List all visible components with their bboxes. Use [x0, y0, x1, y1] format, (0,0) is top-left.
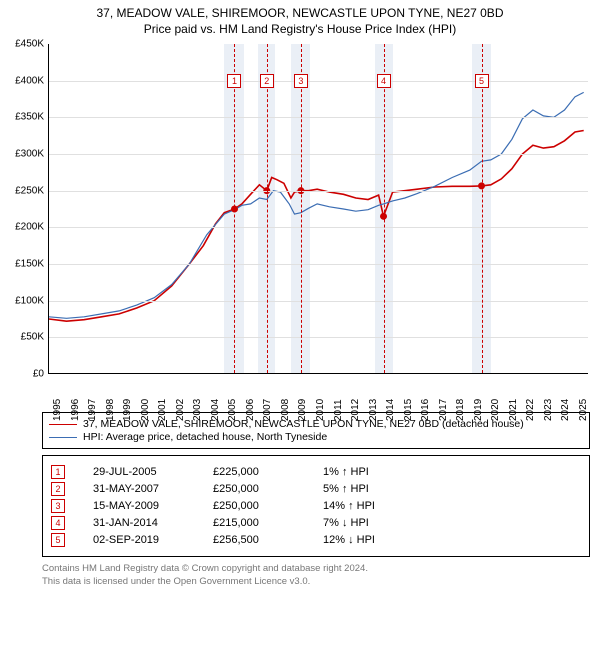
- footer-line-2: This data is licensed under the Open Gov…: [42, 576, 590, 589]
- event-line: [234, 44, 235, 373]
- x-axis-label: 2014: [385, 399, 396, 421]
- row-index: 3: [51, 499, 65, 513]
- y-axis-label: £150K: [8, 259, 44, 270]
- table-row: 3 15-MAY-2009£250,00014% ↑ HPI: [51, 499, 581, 513]
- footer-line-1: Contains HM Land Registry data © Crown c…: [42, 563, 590, 576]
- row-date: 02-SEP-2019: [93, 534, 213, 546]
- row-pct: 5% ↑ HPI: [323, 483, 463, 495]
- x-axis-label: 2016: [420, 399, 431, 421]
- x-axis-label: 2022: [525, 399, 536, 421]
- x-axis-label: 2000: [140, 399, 151, 421]
- title-line-1: 37, MEADOW VALE, SHIREMOOR, NEWCASTLE UP…: [8, 6, 592, 20]
- price-chart: 1 2 3 4 5 £0 £50K £100K £150K £200K £250K £300K £35…: [8, 40, 592, 410]
- event-line: [267, 44, 268, 373]
- row-index: 1: [51, 465, 65, 479]
- x-axis-label: 2023: [543, 399, 554, 421]
- series-line: [49, 131, 584, 322]
- attribution-footer: Contains HM Land Registry data © Crown c…: [42, 563, 590, 589]
- x-axis-label: 2020: [490, 399, 501, 421]
- x-axis-label: 2005: [227, 399, 238, 421]
- x-axis-label: 1999: [122, 399, 133, 421]
- y-axis-label: £350K: [8, 112, 44, 123]
- row-date: 15-MAY-2009: [93, 500, 213, 512]
- row-index: 4: [51, 516, 65, 530]
- x-axis-label: 1997: [87, 399, 98, 421]
- table-row: 2 31-MAY-2007£250,0005% ↑ HPI: [51, 482, 581, 496]
- event-tag: 5: [475, 74, 489, 88]
- x-axis-label: 2018: [455, 399, 466, 421]
- plot-region: 1 2 3 4 5: [48, 44, 588, 374]
- x-axis-label: 1996: [70, 399, 81, 421]
- row-price: £215,000: [213, 517, 323, 529]
- x-axis-label: 2015: [403, 399, 414, 421]
- event-line: [301, 44, 302, 373]
- event-tag: 4: [377, 74, 391, 88]
- legend-swatch: [49, 424, 77, 425]
- x-axis-label: 2006: [245, 399, 256, 421]
- x-axis-label: 2021: [508, 399, 519, 421]
- y-axis-label: £200K: [8, 222, 44, 233]
- legend-label: HPI: Average price, detached house, Nort…: [83, 431, 327, 443]
- row-pct: 1% ↑ HPI: [323, 466, 463, 478]
- x-axis-label: 2019: [473, 399, 484, 421]
- x-axis-label: 2013: [368, 399, 379, 421]
- chart-title: 37, MEADOW VALE, SHIREMOOR, NEWCASTLE UP…: [0, 0, 600, 40]
- y-axis-label: £100K: [8, 295, 44, 306]
- row-price: £225,000: [213, 466, 323, 478]
- x-axis-label: 2012: [350, 399, 361, 421]
- table-row: 4 31-JAN-2014£215,0007% ↓ HPI: [51, 516, 581, 530]
- x-axis-label: 2003: [192, 399, 203, 421]
- event-tag: 1: [227, 74, 241, 88]
- row-pct: 12% ↓ HPI: [323, 534, 463, 546]
- x-axis-label: 1995: [52, 399, 63, 421]
- y-axis-label: £250K: [8, 185, 44, 196]
- y-axis-label: £300K: [8, 149, 44, 160]
- row-index: 2: [51, 482, 65, 496]
- y-axis-label: £400K: [8, 75, 44, 86]
- x-axis-label: 2025: [578, 399, 589, 421]
- row-date: 31-JAN-2014: [93, 517, 213, 529]
- row-index: 5: [51, 533, 65, 547]
- row-price: £250,000: [213, 483, 323, 495]
- row-price: £250,000: [213, 500, 323, 512]
- x-axis-label: 2011: [333, 399, 344, 421]
- y-axis-label: £450K: [8, 39, 44, 50]
- x-axis-label: 2002: [175, 399, 186, 421]
- y-axis-label: £0: [8, 369, 44, 380]
- x-axis-label: 2010: [315, 399, 326, 421]
- event-tag: 2: [260, 74, 274, 88]
- x-axis-label: 2001: [157, 399, 168, 421]
- row-price: £256,500: [213, 534, 323, 546]
- table-row: 1 29-JUL-2005£225,0001% ↑ HPI: [51, 465, 581, 479]
- row-pct: 14% ↑ HPI: [323, 500, 463, 512]
- row-date: 31-MAY-2007: [93, 483, 213, 495]
- transaction-table: 1 29-JUL-2005£225,0001% ↑ HPI 2 31-MAY-2007…: [42, 455, 590, 557]
- table-row: 5 02-SEP-2019£256,50012% ↓ HPI: [51, 533, 581, 547]
- x-axis-label: 2024: [560, 399, 571, 421]
- event-line: [482, 44, 483, 373]
- x-axis-label: 1998: [105, 399, 116, 421]
- row-pct: 7% ↓ HPI: [323, 517, 463, 529]
- event-tag: 3: [294, 74, 308, 88]
- y-axis-label: £50K: [8, 332, 44, 343]
- x-axis-label: 2004: [210, 399, 221, 421]
- x-axis-label: 2009: [297, 399, 308, 421]
- event-line: [384, 44, 385, 373]
- x-axis-label: 2017: [438, 399, 449, 421]
- chart-svg: [49, 44, 588, 373]
- legend-swatch: [49, 437, 77, 438]
- x-axis-label: 2007: [262, 399, 273, 421]
- title-line-2: Price paid vs. HM Land Registry's House …: [8, 22, 592, 36]
- x-axis-label: 2008: [280, 399, 291, 421]
- series-line: [49, 92, 584, 318]
- legend-item: HPI: Average price, detached house, Nort…: [49, 431, 583, 443]
- row-date: 29-JUL-2005: [93, 466, 213, 478]
